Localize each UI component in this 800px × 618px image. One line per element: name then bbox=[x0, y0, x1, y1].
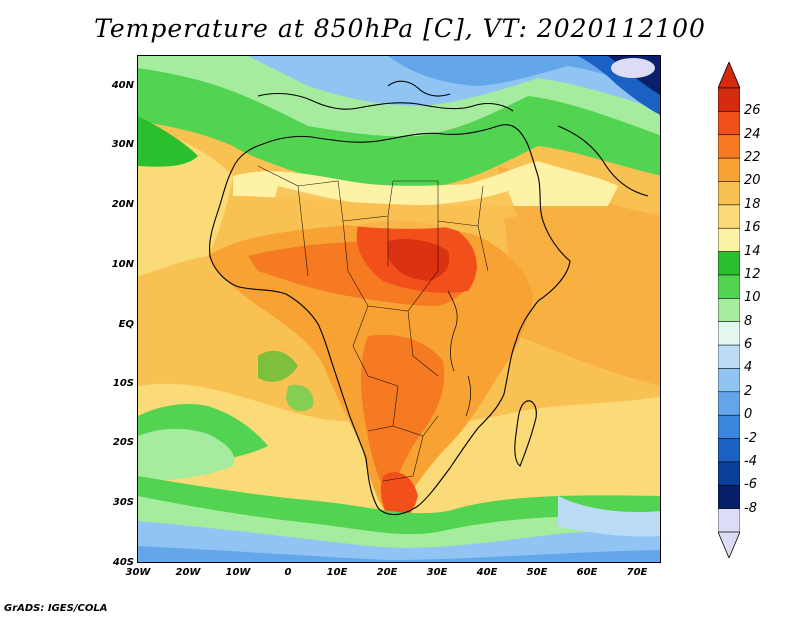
lon-label-40e: 40E bbox=[476, 567, 498, 578]
colorbar-tick-label: 2 bbox=[744, 383, 753, 399]
grads-credit: GrADS: IGES/COLA bbox=[4, 603, 108, 614]
lat-label-20n: 20N bbox=[111, 199, 134, 210]
colorbar-tick-label: 14 bbox=[744, 243, 761, 259]
lat-label-10n: 10N bbox=[111, 259, 134, 270]
color-legend bbox=[717, 60, 741, 562]
lat-label-40n: 40N bbox=[111, 80, 134, 91]
colorbar-tick-label: -6 bbox=[744, 477, 757, 493]
colorbar-swatch bbox=[717, 298, 741, 323]
colorbar-swatch bbox=[717, 251, 741, 276]
colorbar-tick-label: 10 bbox=[744, 290, 761, 306]
lon-label-50e: 50E bbox=[526, 567, 548, 578]
colorbar-tick-label: 12 bbox=[744, 266, 761, 282]
temperature-field bbox=[138, 56, 660, 562]
colorbar-swatch bbox=[717, 87, 741, 112]
colorbar-tick-label: 18 bbox=[744, 196, 761, 212]
lon-label-30w: 30W bbox=[125, 567, 151, 578]
lon-label-0: 0 bbox=[284, 567, 292, 578]
lat-label-30s: 30S bbox=[112, 497, 134, 508]
lon-label-20e: 20E bbox=[376, 567, 398, 578]
lon-label-10w: 10W bbox=[225, 567, 251, 578]
temperature-map bbox=[137, 55, 661, 563]
colorbar-tick-label: 0 bbox=[744, 407, 753, 423]
colorbar-tick-label: 8 bbox=[744, 313, 753, 329]
colorbar-swatch bbox=[717, 508, 741, 533]
lon-label-60e: 60E bbox=[576, 567, 598, 578]
colorbar-swatch bbox=[717, 204, 741, 229]
colorbar-tick-label: 20 bbox=[744, 173, 761, 189]
colorbar-swatch bbox=[717, 368, 741, 393]
colorbar-tick-label: -4 bbox=[744, 453, 757, 469]
lat-label-10s: 10S bbox=[112, 378, 134, 389]
colorbar-swatch bbox=[717, 391, 741, 416]
colorbar-swatch bbox=[717, 484, 741, 510]
colorbar-over-triangle bbox=[717, 60, 741, 89]
lat-label-eq: EQ bbox=[118, 319, 134, 330]
lon-label-70e: 70E bbox=[626, 567, 648, 578]
colorbar-swatch bbox=[717, 461, 741, 486]
lon-label-10e: 10E bbox=[326, 567, 348, 578]
lat-label-40s: 40S bbox=[112, 557, 134, 568]
colorbar-tick-label: 4 bbox=[744, 360, 753, 376]
colorbar-swatch bbox=[717, 344, 741, 370]
colorbar-tick-label: 16 bbox=[744, 220, 761, 236]
colorbar-tick-label: -8 bbox=[744, 500, 757, 516]
colorbar-swatch bbox=[717, 181, 741, 206]
colorbar-swatch bbox=[717, 274, 741, 299]
color-legend-bar bbox=[717, 60, 741, 560]
colorbar-under-triangle bbox=[717, 531, 741, 560]
colorbar-swatch bbox=[717, 157, 741, 183]
lat-label-20s: 20S bbox=[112, 437, 134, 448]
colorbar-swatch bbox=[717, 134, 741, 159]
colorbar-tick-label: 26 bbox=[744, 103, 761, 119]
lon-label-20w: 20W bbox=[175, 567, 201, 578]
lon-label-30e: 30E bbox=[426, 567, 448, 578]
colorbar-swatch bbox=[717, 111, 741, 136]
map-title: Temperature at 850hPa [C], VT: 202011210… bbox=[94, 14, 706, 43]
colorbar-tick-label: -2 bbox=[744, 430, 757, 446]
colorbar-swatch bbox=[717, 414, 741, 440]
colorbar-swatch bbox=[717, 227, 741, 253]
colorbar-swatch bbox=[717, 321, 741, 346]
colorbar-tick-label: 6 bbox=[744, 337, 753, 353]
colorbar-swatch bbox=[717, 438, 741, 463]
colorbar-tick-label: 24 bbox=[744, 126, 761, 142]
colorbar-tick-label: 22 bbox=[744, 150, 761, 166]
lat-label-30n: 30N bbox=[111, 139, 134, 150]
